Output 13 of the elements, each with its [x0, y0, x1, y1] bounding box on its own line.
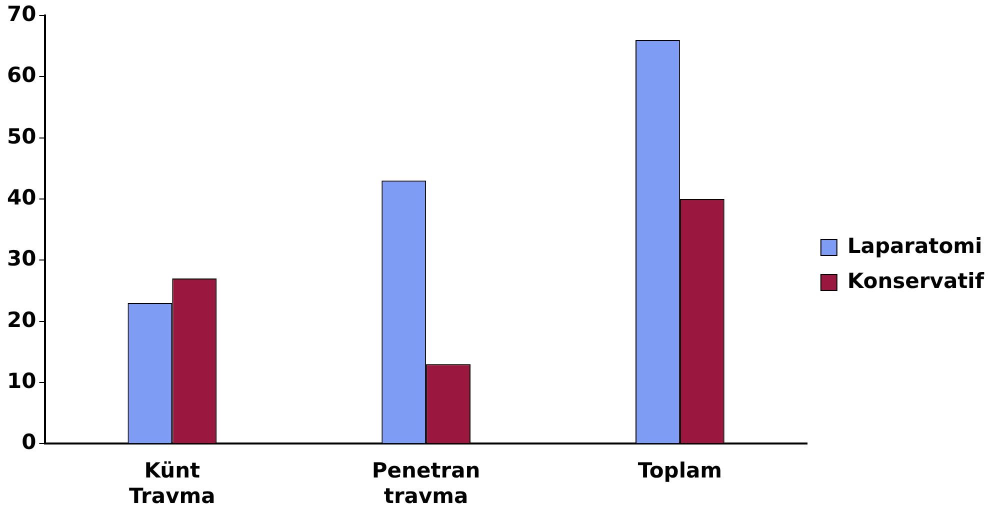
x-tick-label: Penetran travma	[372, 458, 480, 508]
x-tick-label: Toplam	[638, 458, 722, 483]
y-tick-label: 60	[6, 63, 36, 88]
y-tick-label: 0	[22, 430, 36, 454]
y-tick-label: 30	[6, 246, 36, 271]
y-tick-label: 10	[6, 368, 36, 393]
y-tick-label: 70	[6, 2, 36, 26]
y-tick-label: 50	[6, 124, 36, 148]
y-tick-label: 20	[6, 308, 36, 332]
x-tick-label: Künt Travma	[129, 458, 216, 508]
legend-label: Konservatif	[847, 268, 985, 293]
y-tick-label: 40	[6, 185, 36, 210]
legend-label: Laparatomi	[847, 234, 982, 258]
